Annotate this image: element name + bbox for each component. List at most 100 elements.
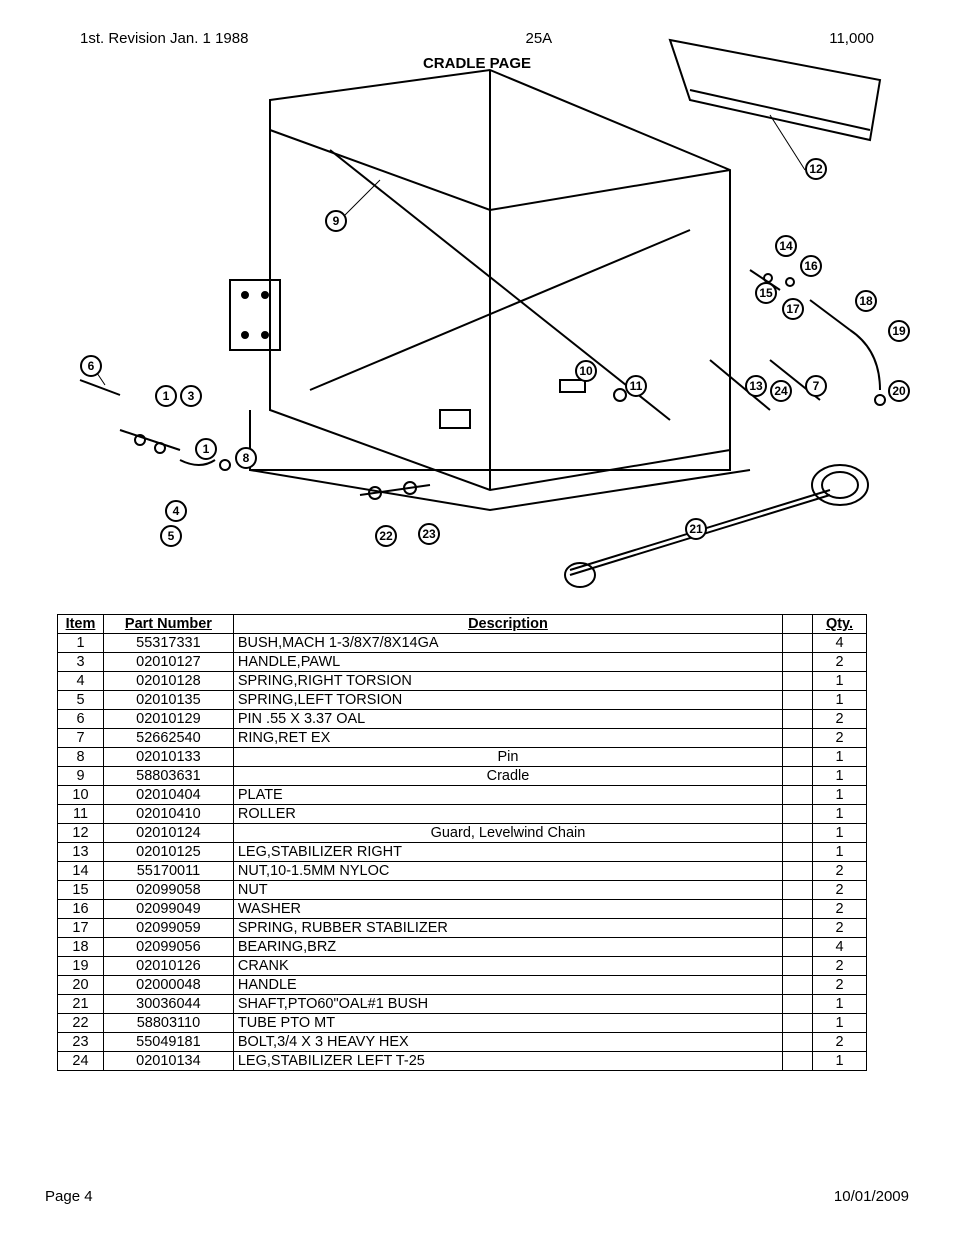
callout-9: 9 bbox=[325, 210, 347, 232]
cell-item: 20 bbox=[58, 976, 104, 995]
callout-19: 19 bbox=[888, 320, 910, 342]
cell-item: 1 bbox=[58, 634, 104, 653]
cell-blank bbox=[783, 767, 813, 786]
cell-qty: 4 bbox=[813, 634, 867, 653]
table-row: 1502099058NUT2 bbox=[58, 881, 867, 900]
cell-qty: 1 bbox=[813, 805, 867, 824]
callout-22: 22 bbox=[375, 525, 397, 547]
cell-desc: LEG,STABILIZER LEFT T-25 bbox=[233, 1052, 782, 1071]
callout-15: 15 bbox=[755, 282, 777, 304]
cell-desc: Guard, Levelwind Chain bbox=[233, 824, 782, 843]
footer-right: 10/01/2009 bbox=[834, 1188, 909, 1205]
cell-blank bbox=[783, 672, 813, 691]
cell-qty: 4 bbox=[813, 938, 867, 957]
table-row: 502010135SPRING,LEFT TORSION1 bbox=[58, 691, 867, 710]
footer-left: Page 4 bbox=[45, 1188, 93, 1205]
callout-4: 4 bbox=[165, 500, 187, 522]
header-blank bbox=[783, 615, 813, 634]
cell-part: 30036044 bbox=[103, 995, 233, 1014]
cell-item: 13 bbox=[58, 843, 104, 862]
callout-17: 17 bbox=[782, 298, 804, 320]
cell-qty: 1 bbox=[813, 824, 867, 843]
cell-part: 02010133 bbox=[103, 748, 233, 767]
cell-qty: 1 bbox=[813, 995, 867, 1014]
cell-qty: 1 bbox=[813, 786, 867, 805]
cell-desc: NUT bbox=[233, 881, 782, 900]
cell-blank bbox=[783, 729, 813, 748]
cell-blank bbox=[783, 1014, 813, 1033]
callout-8: 8 bbox=[235, 447, 257, 469]
cell-part: 55170011 bbox=[103, 862, 233, 881]
cell-item: 16 bbox=[58, 900, 104, 919]
cell-part: 58803110 bbox=[103, 1014, 233, 1033]
cell-blank bbox=[783, 653, 813, 672]
cell-part: 52662540 bbox=[103, 729, 233, 748]
cell-part: 02010134 bbox=[103, 1052, 233, 1071]
table-header-row: Item Part Number Description Qty. bbox=[58, 615, 867, 634]
table-row: 1802099056BEARING,BRZ4 bbox=[58, 938, 867, 957]
cell-qty: 1 bbox=[813, 672, 867, 691]
cell-blank bbox=[783, 634, 813, 653]
cell-item: 12 bbox=[58, 824, 104, 843]
callout-1: 1 bbox=[195, 438, 217, 460]
cell-desc: NUT,10-1.5MM NYLOC bbox=[233, 862, 782, 881]
cell-desc: Pin bbox=[233, 748, 782, 767]
cell-blank bbox=[783, 710, 813, 729]
cell-desc: CRANK bbox=[233, 957, 782, 976]
cell-desc: ROLLER bbox=[233, 805, 782, 824]
callout-7: 7 bbox=[805, 375, 827, 397]
cell-item: 15 bbox=[58, 881, 104, 900]
table-row: 2402010134LEG,STABILIZER LEFT T-251 bbox=[58, 1052, 867, 1071]
cell-item: 21 bbox=[58, 995, 104, 1014]
cell-blank bbox=[783, 1052, 813, 1071]
cell-qty: 1 bbox=[813, 767, 867, 786]
cell-item: 23 bbox=[58, 1033, 104, 1052]
table-row: 2130036044SHAFT,PTO60"OAL#1 BUSH 1 bbox=[58, 995, 867, 1014]
cradle-drawing bbox=[50, 30, 904, 610]
cell-item: 10 bbox=[58, 786, 104, 805]
table-row: 402010128SPRING,RIGHT TORSION1 bbox=[58, 672, 867, 691]
cell-qty: 2 bbox=[813, 919, 867, 938]
cell-qty: 1 bbox=[813, 748, 867, 767]
header-part: Part Number bbox=[103, 615, 233, 634]
table-row: 2355049181BOLT,3/4 X 3 HEAVY HEX2 bbox=[58, 1033, 867, 1052]
callout-5: 5 bbox=[160, 525, 182, 547]
callout-12: 12 bbox=[805, 158, 827, 180]
cell-desc: HANDLE,PAWL bbox=[233, 653, 782, 672]
cell-desc: Cradle bbox=[233, 767, 782, 786]
cell-item: 9 bbox=[58, 767, 104, 786]
table-row: 958803631Cradle1 bbox=[58, 767, 867, 786]
cell-item: 3 bbox=[58, 653, 104, 672]
cell-part: 55317331 bbox=[103, 634, 233, 653]
callout-10: 10 bbox=[575, 360, 597, 382]
cell-part: 02010129 bbox=[103, 710, 233, 729]
cell-item: 19 bbox=[58, 957, 104, 976]
cell-item: 17 bbox=[58, 919, 104, 938]
cell-qty: 2 bbox=[813, 881, 867, 900]
cell-blank bbox=[783, 995, 813, 1014]
callout-1: 1 bbox=[155, 385, 177, 407]
cell-qty: 2 bbox=[813, 862, 867, 881]
cell-part: 02010410 bbox=[103, 805, 233, 824]
cell-item: 11 bbox=[58, 805, 104, 824]
cell-item: 8 bbox=[58, 748, 104, 767]
cell-blank bbox=[783, 862, 813, 881]
cell-part: 02010127 bbox=[103, 653, 233, 672]
table-row: 1302010125LEG,STABILIZER RIGHT1 bbox=[58, 843, 867, 862]
cell-desc: WASHER bbox=[233, 900, 782, 919]
table-row: 155317331BUSH,MACH 1-3/8X7/8X14GA4 bbox=[58, 634, 867, 653]
cell-desc: SHAFT,PTO60"OAL#1 BUSH bbox=[233, 995, 782, 1014]
callout-3: 3 bbox=[180, 385, 202, 407]
cell-qty: 2 bbox=[813, 710, 867, 729]
callout-11: 11 bbox=[625, 375, 647, 397]
cell-item: 14 bbox=[58, 862, 104, 881]
callout-18: 18 bbox=[855, 290, 877, 312]
cell-item: 4 bbox=[58, 672, 104, 691]
cell-blank bbox=[783, 824, 813, 843]
cell-blank bbox=[783, 957, 813, 976]
cell-desc: RING,RET EX bbox=[233, 729, 782, 748]
cell-part: 02000048 bbox=[103, 976, 233, 995]
cell-part: 02099059 bbox=[103, 919, 233, 938]
callout-14: 14 bbox=[775, 235, 797, 257]
cell-qty: 2 bbox=[813, 976, 867, 995]
